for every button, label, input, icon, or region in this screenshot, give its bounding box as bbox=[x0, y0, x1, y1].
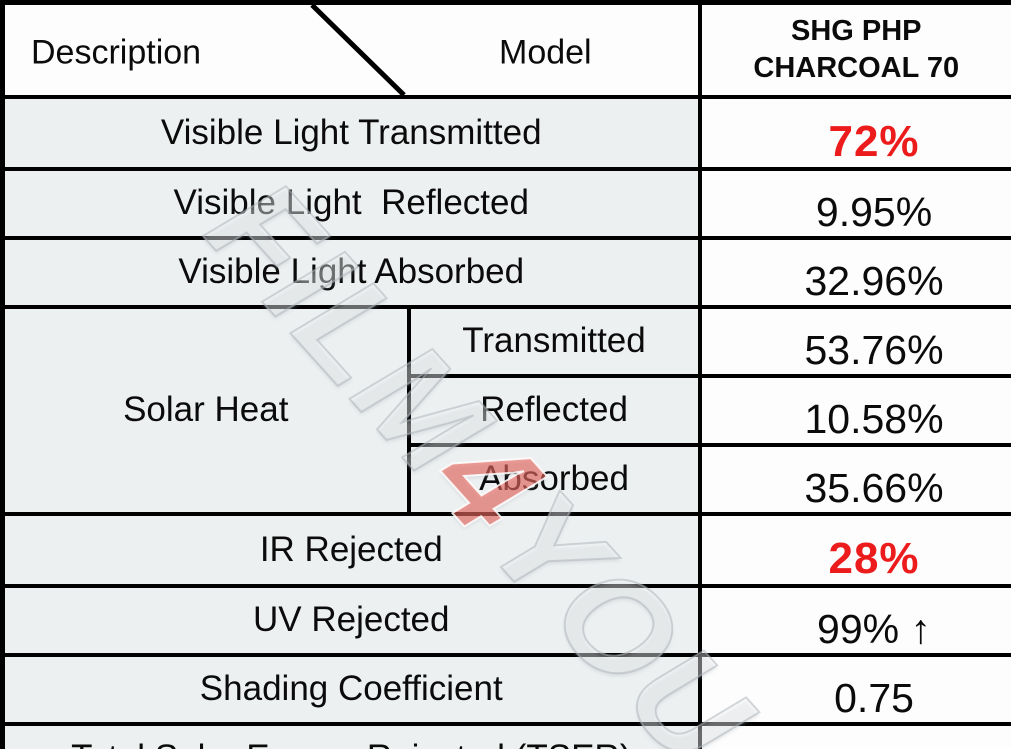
header-row: Description Model SHG PHP CHARCOAL 70 bbox=[0, 0, 1011, 99]
row-value-cell: 35.66% bbox=[697, 442, 1011, 516]
solar-heat-group-cell: Solar Heat bbox=[0, 304, 411, 516]
row-value-cell: 99% ↑ bbox=[697, 583, 1011, 657]
sub-row-label-cell: Transmitted bbox=[406, 304, 702, 378]
row-label: Visible Light Transmitted bbox=[160, 112, 542, 152]
row-value-highlighted: 28% bbox=[828, 533, 920, 583]
table-row-solar-heat: Reflected 10.58% bbox=[3, 373, 1011, 447]
table-row: Visible Light Transmitted 72% bbox=[0, 94, 1011, 171]
row-label-cell: Total Solar Energy Rejected (TSER) bbox=[0, 721, 702, 749]
table-row: UV Rejected 99% ↑ bbox=[0, 583, 1011, 657]
table-row: Visible Light Absorbed 32.96% bbox=[0, 235, 1011, 309]
row-label-cell: UV Rejected bbox=[0, 583, 702, 657]
sub-row-label: Transmitted bbox=[462, 321, 646, 360]
row-label: Total Solar Energy Rejected (TSER) bbox=[71, 738, 631, 749]
diagonal-divider-line bbox=[310, 6, 406, 93]
sub-row-label: Reflected bbox=[480, 390, 628, 429]
row-value: 35.66% bbox=[804, 464, 944, 511]
table-row: Shading Coefficient 0.75 bbox=[0, 652, 1011, 726]
table-row: IR Rejected 28% bbox=[0, 511, 1011, 588]
row-value: 33.99% bbox=[805, 744, 944, 749]
row-value: 32.96% bbox=[804, 257, 944, 304]
row-label-cell: IR Rejected bbox=[0, 511, 702, 588]
table-row: Visible Light Reflected 9.95% bbox=[0, 166, 1011, 240]
row-value-cell: 33.99% bbox=[697, 721, 1011, 749]
row-value-cell: 53.76% bbox=[697, 304, 1011, 378]
row-value-cell: 10.58% bbox=[697, 373, 1011, 447]
row-label-cell: Shading Coefficient bbox=[0, 652, 702, 726]
row-label: Visible Light Reflected bbox=[173, 183, 529, 222]
table-row: Total Solar Energy Rejected (TSER) 33.99… bbox=[0, 721, 1011, 749]
row-value-cell: 32.96% bbox=[697, 235, 1011, 309]
sub-row-label: Absorbed bbox=[479, 459, 629, 498]
row-value-cell: 28% bbox=[697, 511, 1011, 588]
row-label: Shading Coefficient bbox=[199, 669, 503, 708]
row-value: 10.58% bbox=[804, 395, 944, 442]
model-name-cell: SHG PHP CHARCOAL 70 bbox=[697, 0, 1011, 99]
model-name-line1: SHG PHP bbox=[790, 14, 922, 47]
solar-heat-group-label: Solar Heat bbox=[123, 390, 289, 429]
row-value-cell: 72% bbox=[697, 94, 1011, 171]
table-row-solar-heat: Absorbed 35.66% bbox=[3, 442, 1011, 516]
row-value: 99% ↑ bbox=[817, 605, 931, 652]
description-header-label: Description bbox=[31, 33, 202, 72]
row-label-cell: Visible Light Absorbed bbox=[0, 235, 702, 309]
row-value: 53.76% bbox=[804, 326, 944, 373]
row-value-cell: 9.95% bbox=[697, 166, 1011, 240]
row-label: UV Rejected bbox=[253, 600, 450, 639]
row-label-cell: Visible Light Transmitted bbox=[0, 94, 702, 171]
sub-row-label-cell: Reflected bbox=[406, 373, 702, 447]
table-row-solar-heat: Solar Heat Transmitted 53.76% bbox=[0, 304, 1011, 516]
model-name-line2: CHARCOAL 70 bbox=[753, 51, 960, 84]
header-description-model-cell: Description Model bbox=[0, 0, 702, 99]
row-label: IR Rejected bbox=[259, 529, 443, 569]
row-label-cell: Visible Light Reflected bbox=[0, 166, 702, 240]
row-value-cell: 0.75 bbox=[697, 652, 1011, 726]
model-header-label: Model bbox=[499, 33, 592, 72]
row-value: 9.95% bbox=[815, 188, 933, 235]
row-value: 0.75 bbox=[834, 674, 914, 721]
row-label: Visible Light Absorbed bbox=[178, 252, 525, 291]
row-value-highlighted: 72% bbox=[828, 116, 920, 166]
sub-row-label-cell: Absorbed bbox=[406, 442, 702, 516]
